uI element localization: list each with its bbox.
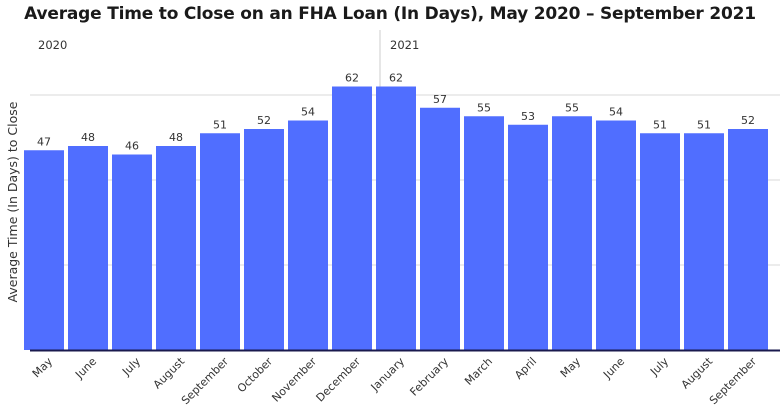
x-tick-label: March — [462, 355, 495, 388]
bar — [244, 129, 284, 350]
bars — [24, 86, 768, 350]
x-tick-label: July — [119, 355, 143, 379]
bar — [112, 154, 152, 350]
data-label: 57 — [433, 93, 447, 106]
x-tick-label: February — [407, 355, 451, 399]
x-tick-label: January — [368, 355, 408, 395]
x-tick-label: June — [600, 355, 627, 382]
bar — [464, 116, 504, 350]
x-tick-label: November — [269, 355, 319, 405]
bar — [332, 86, 372, 350]
data-label: 53 — [521, 110, 535, 123]
data-label: 51 — [697, 118, 711, 131]
data-label: 62 — [389, 72, 403, 85]
bar — [156, 146, 196, 350]
x-tick-label: May — [558, 355, 584, 381]
bar — [640, 133, 680, 350]
x-tick-label: May — [30, 355, 56, 381]
year-label-2020: 2020 — [38, 38, 67, 52]
data-label: 54 — [301, 106, 315, 119]
bar — [684, 133, 724, 350]
data-label: 48 — [169, 131, 183, 144]
data-label: 52 — [257, 114, 271, 127]
data-label: 47 — [37, 135, 51, 148]
x-tick-label: September — [707, 355, 760, 408]
bar — [24, 150, 64, 350]
x-tick-label: October — [235, 355, 276, 396]
data-label: 48 — [81, 131, 95, 144]
x-tick-label: August — [679, 354, 716, 391]
bar — [596, 120, 636, 350]
bar — [552, 116, 592, 350]
y-axis-label: Average Time (In Days) to Close — [5, 101, 20, 302]
x-tick-label: September — [179, 355, 232, 408]
x-tick-label: December — [314, 355, 364, 405]
bar — [728, 129, 768, 350]
data-label: 62 — [345, 72, 359, 85]
year-labels: 2020 2021 — [38, 38, 419, 52]
bar — [376, 86, 416, 350]
bar — [200, 133, 240, 350]
x-tick-label: April — [512, 355, 539, 382]
data-label: 54 — [609, 106, 623, 119]
year-label-2021: 2021 — [390, 38, 419, 52]
data-label: 51 — [653, 118, 667, 131]
x-tick-label: June — [72, 355, 99, 382]
data-labels: 47 48 46 48 51 52 54 62 62 57 55 53 55 54 51 51 52 — [37, 72, 755, 153]
data-label: 52 — [741, 114, 755, 127]
x-tick-label: August — [151, 354, 188, 391]
bar — [420, 107, 460, 350]
bar — [68, 146, 108, 350]
chart-title: Average Time to Close on an FHA Loan (In… — [24, 4, 756, 24]
bar — [508, 124, 548, 350]
data-label: 55 — [477, 101, 491, 114]
data-label: 55 — [565, 101, 579, 114]
data-label: 46 — [125, 140, 139, 153]
x-tick-label: July — [647, 355, 671, 379]
data-label: 51 — [213, 118, 227, 131]
bar — [288, 120, 328, 350]
